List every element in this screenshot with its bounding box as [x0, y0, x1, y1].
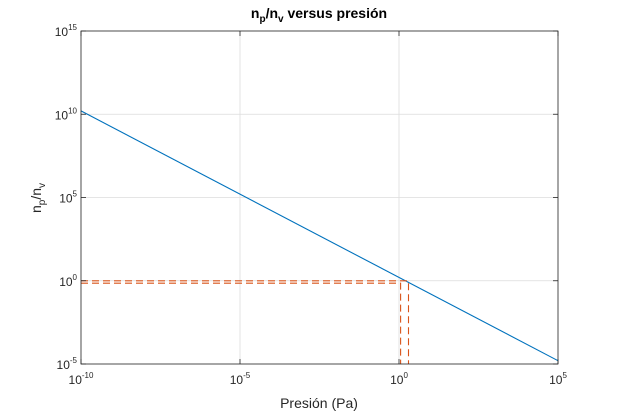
- x-tick-label-3: 105: [549, 371, 567, 387]
- x-tick-label-1: 10-5: [230, 371, 251, 387]
- series-line-1: [81, 282, 402, 364]
- title-sub-p: p: [259, 14, 265, 25]
- ylabel-sub-v: v: [37, 183, 48, 188]
- x-tick-labels: 10-10 10-5 100 105: [69, 31, 567, 387]
- y-tick-label-1: 100: [59, 273, 77, 289]
- series-line-0: [80, 110, 559, 362]
- y-tick-label-4: 1015: [55, 23, 78, 39]
- y-axis-label: np/nv: [28, 183, 48, 213]
- chart-title: np/nv versus presión: [251, 5, 387, 25]
- x-axis-label: Presión (Pa): [280, 395, 358, 411]
- y-tick-label-0: 10-5: [57, 356, 78, 372]
- y-tick-label-2: 105: [59, 190, 77, 206]
- y-tick-label-3: 1010: [55, 106, 78, 122]
- x-tick-label-2: 100: [390, 371, 408, 387]
- title-slash-n: /n: [266, 5, 278, 21]
- y-tick-labels: 10-5 100 105 1010 1015: [55, 23, 558, 372]
- ylabel-sub-p: p: [37, 199, 48, 205]
- title-n: n: [251, 5, 260, 21]
- title-sub-v: v: [278, 14, 284, 25]
- series-group: [80, 110, 559, 364]
- ylabel-n: n: [28, 205, 44, 213]
- x-tick-label-0: 10-10: [69, 371, 94, 387]
- ylabel-slash-n: /n: [28, 188, 44, 200]
- title-rest: versus presión: [284, 5, 388, 21]
